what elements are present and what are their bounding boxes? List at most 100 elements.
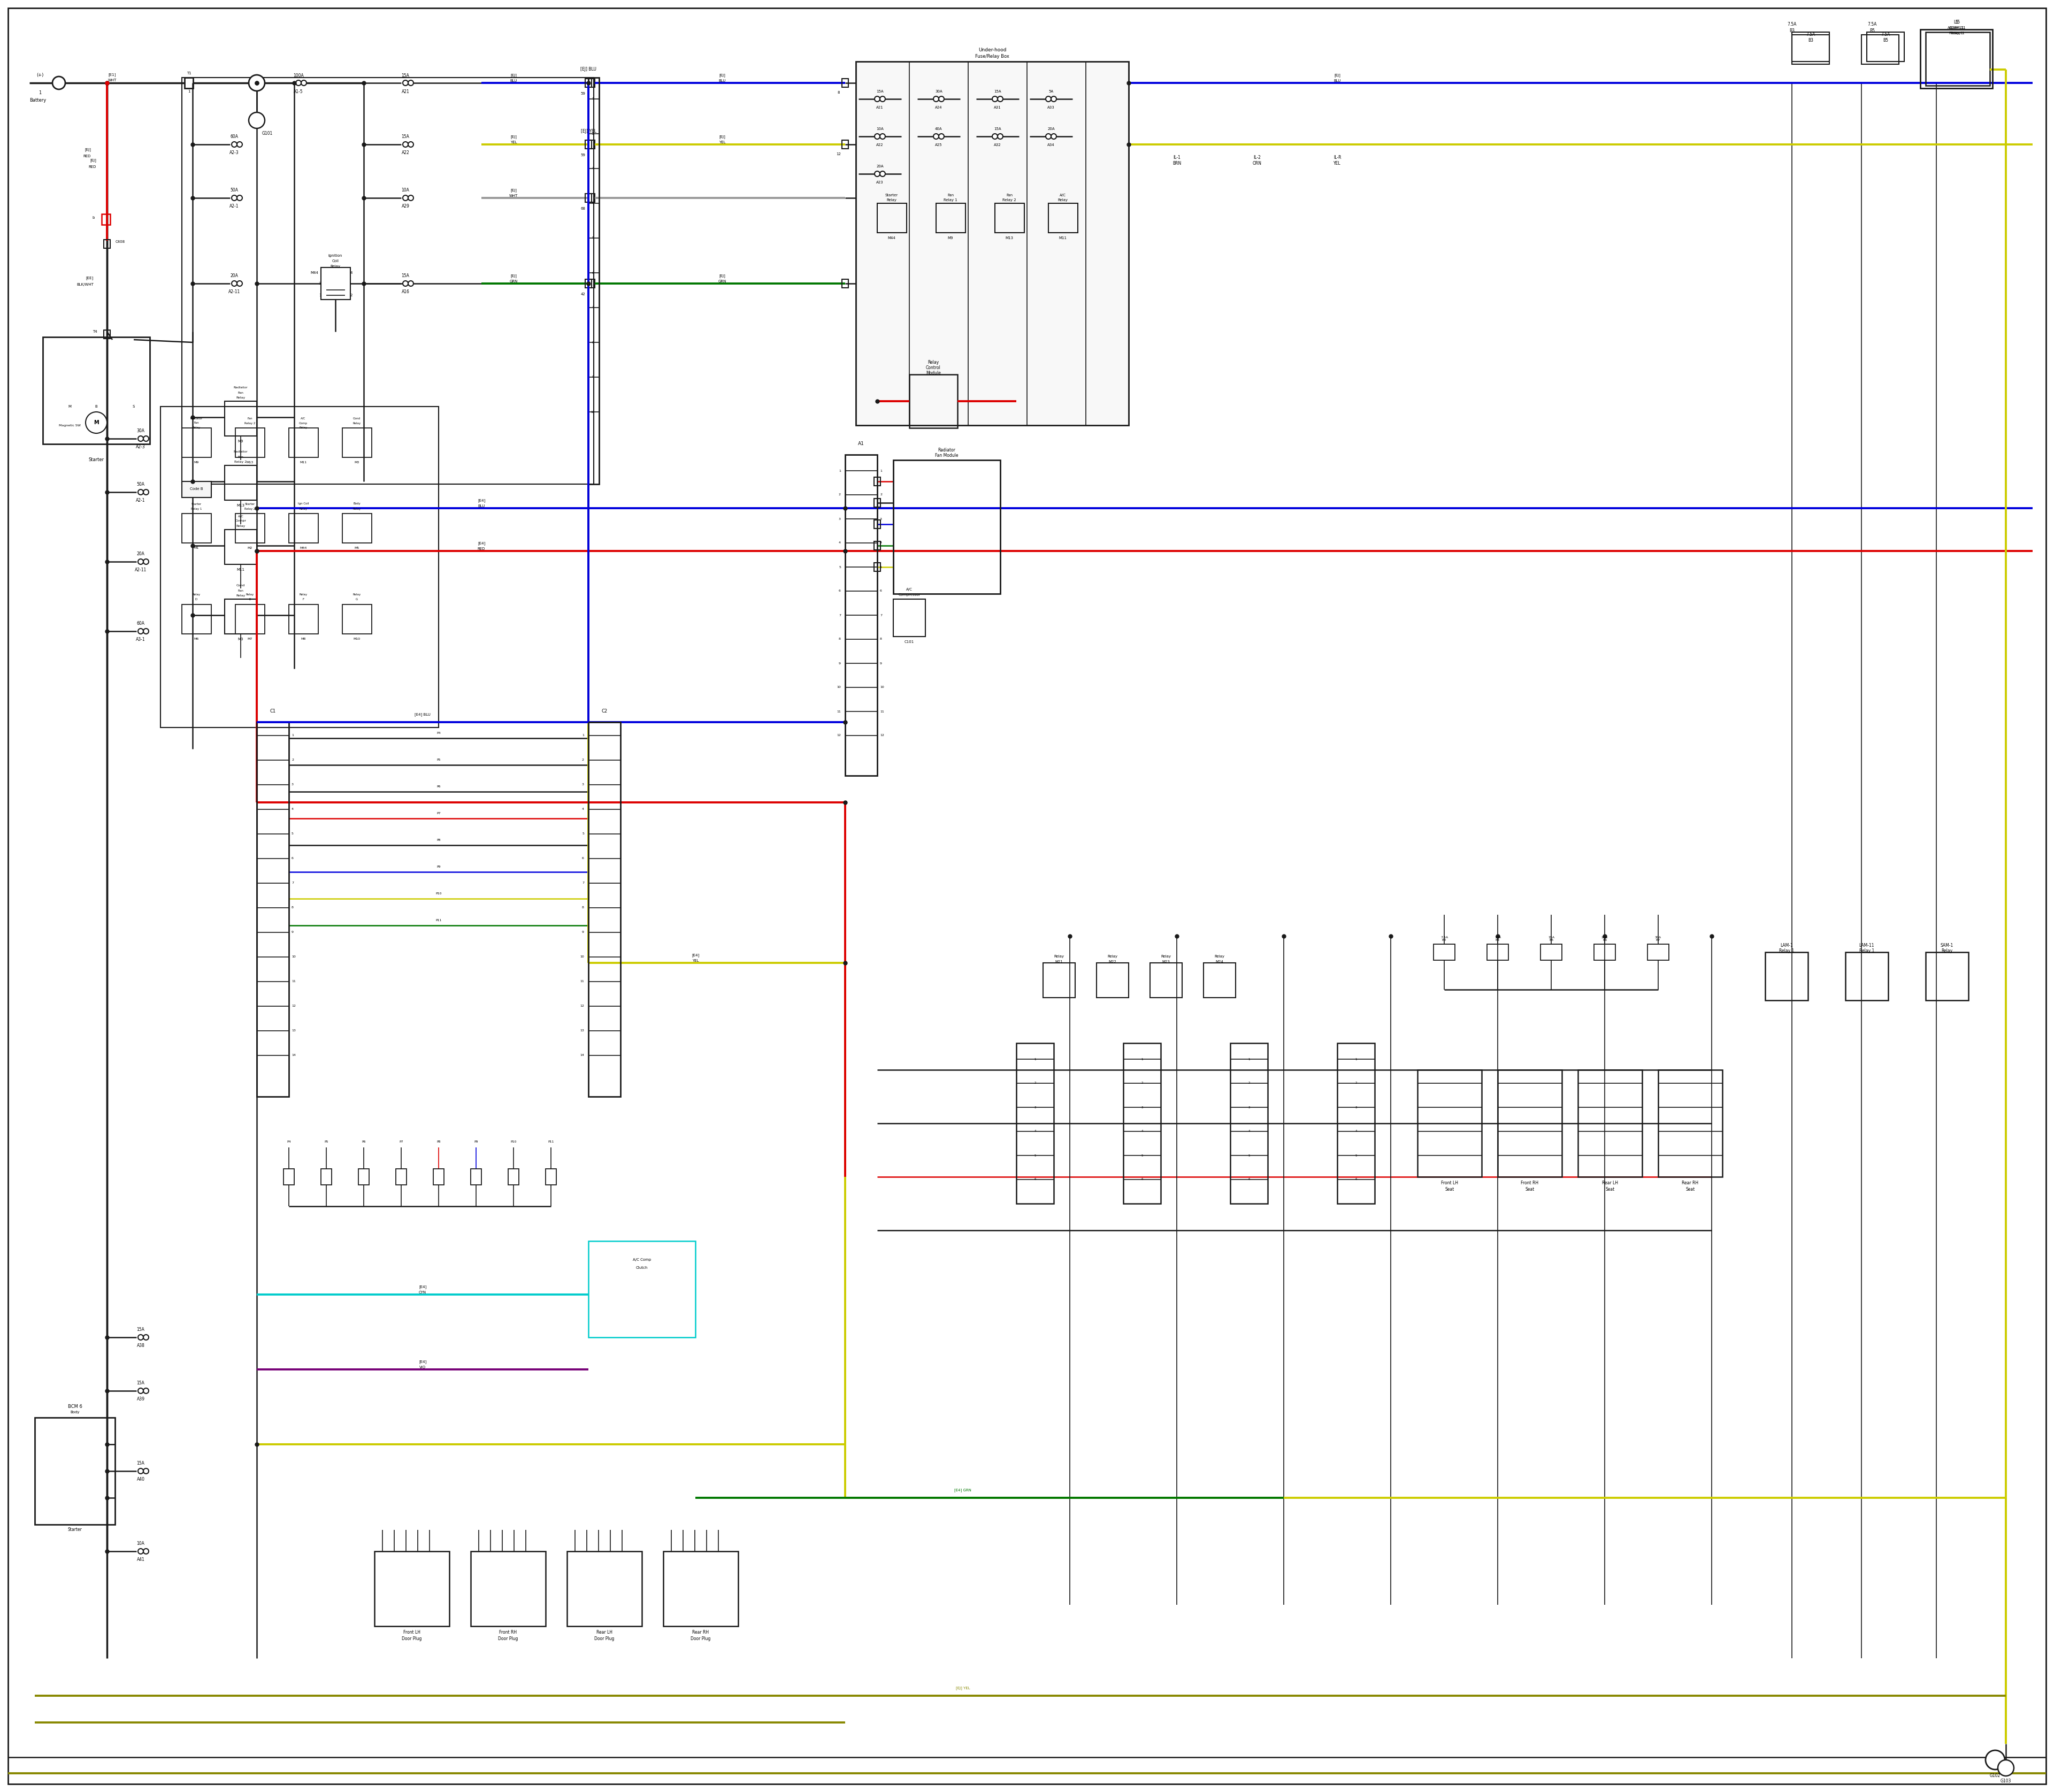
Text: Under-hood: Under-hood [978,47,1006,52]
Text: 20A: 20A [230,274,238,278]
Circle shape [144,435,148,441]
Text: Rear LH: Rear LH [1602,1181,1619,1186]
Text: IL-2
ORN: IL-2 ORN [1253,156,1261,165]
Text: Relay 1: Relay 1 [943,199,957,202]
Text: Ign Coil: Ign Coil [298,502,308,505]
Text: Radiator: Radiator [191,418,203,419]
Text: BCM 6: BCM 6 [68,1405,82,1409]
Text: Code B: Code B [189,487,203,491]
Text: 4: 4 [292,808,294,810]
Bar [1230,1043,1267,1204]
Text: Starter: Starter [885,194,898,197]
Text: 12: 12 [879,735,883,737]
Text: A3-1: A3-1 [136,638,146,642]
Circle shape [144,489,148,495]
Bar [236,604,265,634]
Text: [EJ] YEL: [EJ] YEL [955,1686,969,1690]
Bar [1867,32,1904,61]
Text: 4: 4 [581,808,583,810]
Text: 2: 2 [351,294,353,297]
Text: 4: 4 [838,541,840,545]
Circle shape [1045,134,1052,140]
Text: Relay: Relay [1941,948,1953,953]
Text: 15A: 15A [401,134,409,140]
Text: M9: M9 [947,237,953,240]
Bar [1124,1043,1161,1204]
Text: M: M [68,405,72,409]
Text: P10: P10 [511,1142,516,1143]
Text: P10: P10 [435,892,442,894]
Circle shape [409,195,413,201]
Text: [EJ]: [EJ] [719,73,725,77]
Text: Comp: Comp [300,421,308,425]
Text: GRN: GRN [509,280,518,283]
Text: P4: P4 [288,1142,292,1143]
Circle shape [409,281,413,287]
Text: 60A: 60A [138,622,144,625]
Bar [290,604,318,634]
Text: 60A: 60A [230,134,238,140]
Text: Relay: Relay [331,265,341,269]
Text: ACAM-11: ACAM-11 [1947,27,1964,29]
Text: Rear RH: Rear RH [692,1631,709,1634]
Text: M13: M13 [246,461,253,464]
Text: M8: M8 [300,638,306,640]
Text: 15A: 15A [138,1382,144,1385]
Text: Relay: Relay [1058,199,1068,202]
Text: B3: B3 [1789,29,1795,32]
Text: Body: Body [70,1410,80,1414]
Text: Relay 2: Relay 2 [1002,199,1017,202]
Text: ACAM-11: ACAM-11 [1949,27,1966,29]
Text: M6: M6 [193,638,199,640]
Circle shape [1052,97,1056,102]
Text: 1: 1 [838,470,840,471]
Text: 8: 8 [292,907,294,909]
Bar [43,337,150,444]
Text: 7.5A: 7.5A [1867,22,1877,27]
Text: P5: P5 [438,758,442,762]
Text: Relay: Relay [193,426,201,430]
Text: Fuse/Relay Box: Fuse/Relay Box [976,54,1009,59]
Text: 15A: 15A [877,90,883,93]
Text: A/C: A/C [238,514,244,518]
Text: 7.5A
B3: 7.5A B3 [1440,935,1448,941]
Text: M5: M5 [353,547,359,550]
Circle shape [138,1335,144,1340]
Text: 13: 13 [579,1029,583,1032]
Text: A2-3: A2-3 [230,151,238,156]
Text: 10: 10 [879,686,883,688]
Text: M10: M10 [353,638,359,640]
Text: SAM-1: SAM-1 [1941,943,1953,948]
Text: Front RH: Front RH [499,1631,518,1634]
Text: Relay: Relay [300,507,308,511]
Text: Relay: Relay [236,396,244,400]
Bar [1791,32,1830,61]
Text: Cond: Cond [236,584,244,588]
Circle shape [933,97,939,102]
Bar [1844,952,1888,1000]
Text: L5: L5 [1955,20,1960,25]
Text: 11: 11 [879,710,883,713]
Text: Fan: Fan [238,590,244,591]
Text: P11: P11 [548,1142,555,1143]
Text: 3: 3 [879,518,881,520]
Text: B5: B5 [1869,29,1875,32]
Circle shape [249,113,265,129]
Circle shape [144,1389,148,1394]
Circle shape [296,81,302,86]
Bar [585,194,592,202]
Text: P5: P5 [325,1142,329,1143]
Text: P6: P6 [438,785,442,788]
Text: [E4] GRN: [E4] GRN [955,1489,972,1493]
Bar [224,401,257,435]
Text: 10: 10 [592,410,594,414]
Text: [EJ]: [EJ] [1333,73,1341,77]
Bar [224,530,257,564]
Text: Body: Body [353,502,359,505]
Text: Starter: Starter [244,502,255,505]
Bar [507,1168,520,1185]
Text: M: M [94,419,99,425]
Text: C101: C101 [904,640,914,643]
Text: LAM-11: LAM-11 [1859,943,1875,948]
Text: 30A: 30A [935,90,943,93]
